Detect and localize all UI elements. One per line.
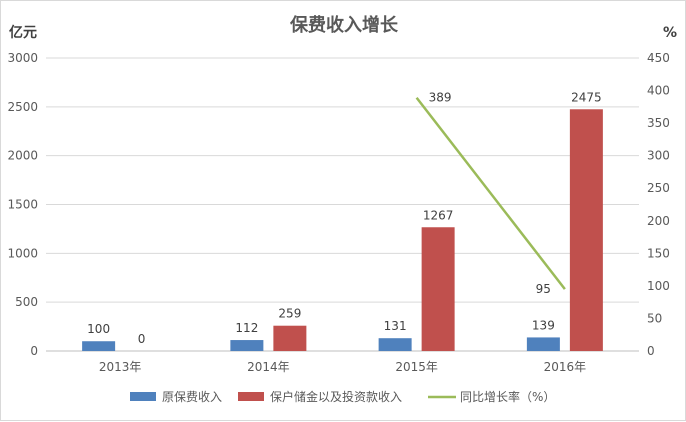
left-tick-label: 1500: [7, 198, 38, 212]
line-value-label: 95: [536, 282, 551, 296]
legend: 原保费收入 保户储金以及投资款收入 同比增长率（%）: [130, 389, 555, 404]
growth-rate-line: [415, 96, 566, 290]
bar-value-label: 2475: [571, 90, 602, 104]
bar-value-label: 1267: [423, 208, 454, 222]
bar-value-label: 259: [278, 307, 301, 321]
bar: [82, 341, 116, 351]
axes: 0500100015002000250030000501001502002503…: [7, 51, 669, 374]
right-tick-label: 50: [647, 311, 662, 325]
line-value-label: 389: [429, 91, 452, 105]
right-tick-label: 450: [647, 51, 670, 65]
legend-label: 同比增长率（%）: [460, 389, 555, 404]
x-tick-label: 2016年: [544, 360, 587, 374]
gridlines: [46, 57, 639, 303]
bar-value-label: 0: [138, 332, 146, 346]
bar: [569, 109, 603, 352]
right-tick-label: 150: [647, 246, 670, 260]
bar-value-label: 100: [87, 322, 110, 336]
left-tick-label: 500: [15, 295, 38, 309]
legend-swatch: [238, 392, 264, 401]
right-tick-label: 100: [647, 279, 670, 293]
line-series: [415, 96, 566, 290]
bar: [230, 340, 264, 351]
left-tick-label: 2500: [7, 100, 38, 114]
right-tick-label: 400: [647, 84, 670, 98]
chart-title: 保费收入增长: [289, 14, 399, 36]
bar-value-label: 139: [532, 318, 555, 332]
left-axis-unit: 亿元: [9, 24, 37, 41]
bar: [421, 227, 455, 351]
legend-label: 保户储金以及投资款收入: [270, 389, 402, 404]
right-tick-label: 0: [647, 344, 655, 358]
right-axis-unit: %: [663, 25, 677, 41]
left-tick-label: 3000: [7, 51, 38, 65]
data-labels: 100 112 131 139 0 259 1267 2475 389 95: [87, 90, 601, 346]
bars: [82, 109, 603, 352]
x-tick-label: 2014年: [247, 360, 290, 374]
x-tick-label: 2015年: [395, 360, 438, 374]
x-tick-label: 2013年: [99, 360, 142, 374]
right-tick-label: 250: [647, 181, 670, 195]
legend-label: 原保费收入: [162, 390, 222, 404]
bar-value-label: 131: [384, 319, 407, 333]
right-tick-label: 300: [647, 149, 670, 163]
legend-swatch: [130, 392, 156, 401]
left-tick-label: 2000: [7, 149, 38, 163]
left-tick-label: 0: [30, 344, 38, 358]
bar-value-label: 112: [235, 321, 258, 335]
bar: [526, 337, 560, 351]
right-tick-label: 200: [647, 214, 670, 228]
bar: [378, 338, 412, 351]
left-tick-label: 1000: [7, 246, 38, 260]
bar: [273, 325, 307, 351]
right-tick-label: 350: [647, 116, 670, 130]
